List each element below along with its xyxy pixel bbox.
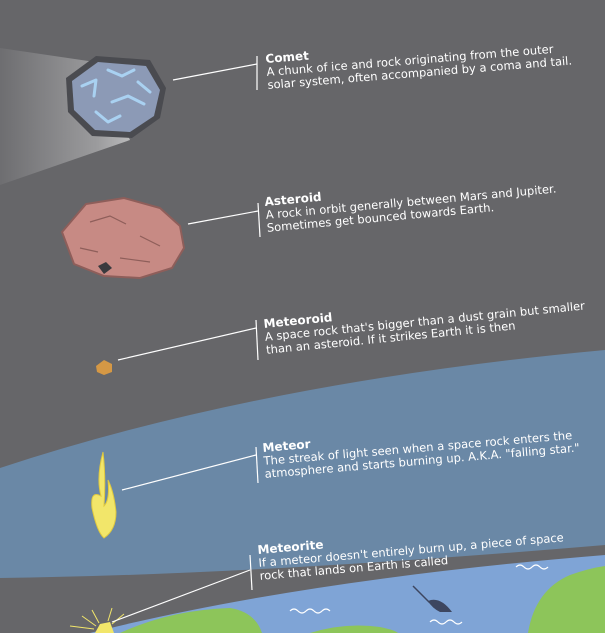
comet-icon	[66, 56, 166, 138]
meteorite-icon	[69, 607, 125, 633]
wave-icon	[289, 564, 549, 625]
atmosphere-band	[0, 350, 605, 578]
land-right	[528, 566, 605, 633]
meteor-bracket	[255, 446, 259, 484]
land-middle	[310, 625, 398, 633]
meteoroid-leader	[117, 327, 257, 361]
meteor-flame-icon	[91, 451, 117, 539]
land-left	[120, 608, 262, 633]
leader-lines	[111, 56, 261, 623]
meteorite-leader	[111, 569, 251, 623]
asteroid-icon	[60, 196, 186, 280]
asteroid-bracket	[257, 202, 261, 238]
meteor-leader	[121, 454, 257, 491]
meteoroid-bracket	[255, 319, 259, 361]
comet-leader	[172, 63, 258, 81]
asteroid-leader	[187, 210, 259, 225]
meteorite-bracket	[249, 554, 253, 591]
meteoroid-icon	[96, 360, 112, 375]
narwhal-icon	[412, 585, 452, 612]
